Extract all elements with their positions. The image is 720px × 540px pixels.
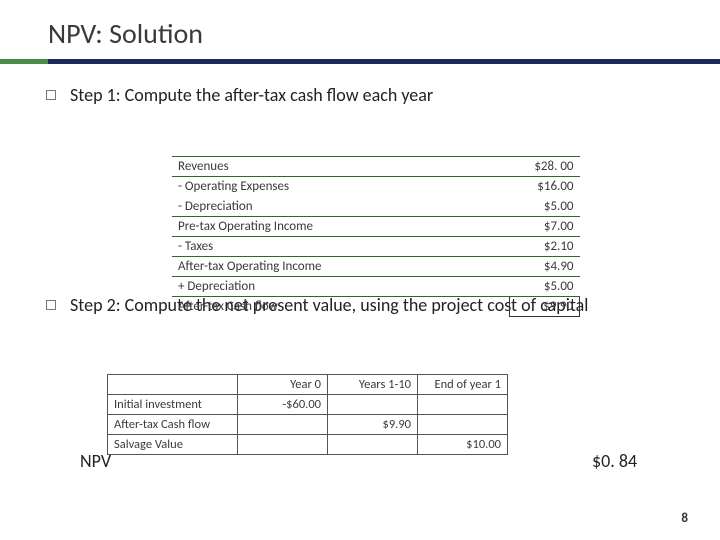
cell-value bbox=[238, 435, 328, 455]
table-header bbox=[108, 375, 238, 395]
table-header: Year 0 bbox=[238, 375, 328, 395]
cell-value: -$60.00 bbox=[238, 395, 328, 415]
table-header: End of year 1 bbox=[418, 375, 508, 395]
cell-value: $10.00 bbox=[418, 435, 508, 455]
cell-value bbox=[418, 415, 508, 435]
cell-value bbox=[418, 395, 508, 415]
cell-value bbox=[238, 415, 328, 435]
cashflow-table: Revenues $28. 00 - Operating Expenses $1… bbox=[172, 156, 580, 317]
cell-value: $9.90 bbox=[328, 415, 418, 435]
cell-value: $28. 00 bbox=[510, 157, 580, 177]
cell-label: After-tax Cash flow bbox=[108, 415, 238, 435]
npv-table: Year 0 Years 1-10 End of year 1 Initial … bbox=[107, 374, 508, 455]
bullet-icon bbox=[46, 300, 56, 310]
page-number: 8 bbox=[681, 511, 688, 526]
cell-label: After-tax Operating Income bbox=[172, 257, 510, 277]
cell-label: Salvage Value bbox=[108, 435, 238, 455]
cell-value: $7.00 bbox=[510, 217, 580, 237]
cell-value: $9.90 bbox=[510, 297, 580, 317]
bullet-step1: Step 1: Compute the after-tax cash flow … bbox=[46, 84, 680, 106]
cell-value bbox=[328, 395, 418, 415]
cell-label: + Depreciation bbox=[172, 277, 510, 297]
npv-label: NPV bbox=[80, 450, 111, 472]
title-underline bbox=[0, 59, 720, 64]
cell-value: $2.10 bbox=[510, 237, 580, 257]
bullet-text: Step 1: Compute the after-tax cash flow … bbox=[70, 84, 433, 106]
table-header: Years 1-10 bbox=[328, 375, 418, 395]
npv-value: $0. 84 bbox=[592, 450, 637, 472]
cell-label: Pre-tax Operating Income bbox=[172, 217, 510, 237]
table-row: Salvage Value $10.00 bbox=[108, 435, 508, 455]
table-row: Initial investment -$60.00 bbox=[108, 395, 508, 415]
cell-value: $5.00 bbox=[510, 197, 580, 217]
cell-label: - Operating Expenses bbox=[172, 177, 510, 197]
title-underline-accent bbox=[0, 59, 48, 64]
cell-label: - Taxes bbox=[172, 237, 510, 257]
cell-label: After-tax Cash flow bbox=[172, 297, 510, 317]
cell-label: Revenues bbox=[172, 157, 510, 177]
cell-value: $16.00 bbox=[510, 177, 580, 197]
bullet-icon bbox=[46, 90, 56, 100]
cell-label: Initial investment bbox=[108, 395, 238, 415]
title-underline-main bbox=[48, 59, 720, 64]
cell-value: $4.90 bbox=[510, 257, 580, 277]
cell-value bbox=[328, 435, 418, 455]
slide-title: NPV: Solution bbox=[0, 0, 720, 59]
cell-label: - Depreciation bbox=[172, 197, 510, 217]
cell-value: $5.00 bbox=[510, 277, 580, 297]
table-row: After-tax Cash flow $9.90 bbox=[108, 415, 508, 435]
